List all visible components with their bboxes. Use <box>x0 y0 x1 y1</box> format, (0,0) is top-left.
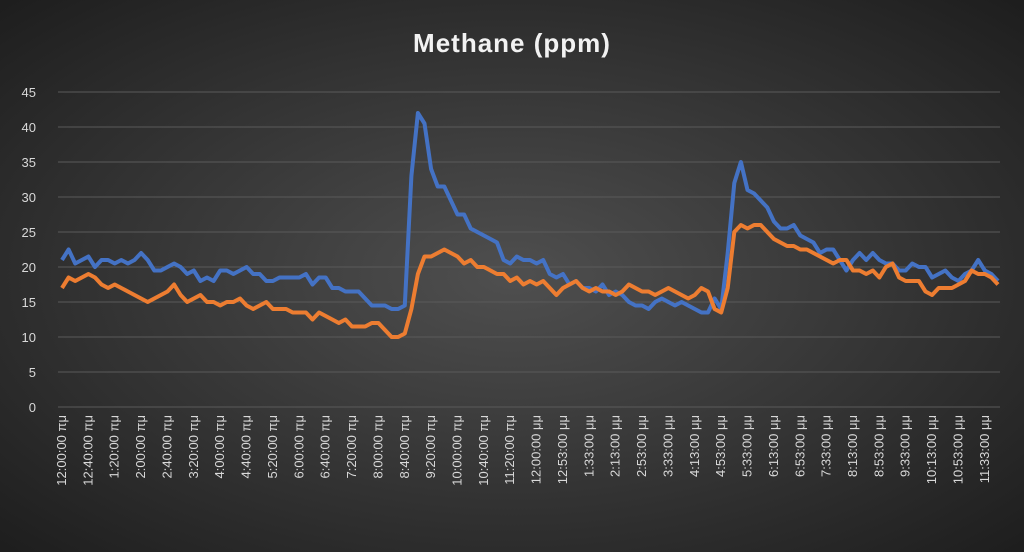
x-tick-label: 10:40:00 πμ <box>476 415 491 486</box>
x-tick-label: 12:53:00 μμ <box>555 415 570 484</box>
x-tick-label: 8:13:00 μμ <box>845 415 860 477</box>
x-tick-label: 5:33:00 μμ <box>740 415 755 477</box>
x-tick-label: 8:00:00 πμ <box>370 415 385 478</box>
x-tick-label: 2:53:00 μμ <box>634 415 649 477</box>
x-tick-label: 1:20:00 πμ <box>107 415 122 478</box>
y-tick-label: 20 <box>22 260 36 275</box>
x-tick-label: 2:13:00 μμ <box>608 415 623 477</box>
x-tick-label: 10:00:00 πμ <box>449 415 464 486</box>
x-tick-label: 9:20:00 πμ <box>423 415 438 478</box>
series-line <box>60 111 1000 315</box>
x-tick-label: 10:53:00 μμ <box>950 415 965 484</box>
x-tick-label: 3:33:00 μμ <box>660 415 675 477</box>
x-tick-label: 2:40:00 πμ <box>159 415 174 478</box>
x-tick-label: 7:33:00 μμ <box>819 415 834 477</box>
y-tick-label: 0 <box>29 400 36 415</box>
y-tick-label: 40 <box>22 120 36 135</box>
x-tick-label: 4:13:00 μμ <box>687 415 702 477</box>
x-tick-label: 12:00:00 πμ <box>54 415 69 486</box>
x-tick-label: 12:00:00 μμ <box>529 415 544 484</box>
y-tick-label: 45 <box>22 85 36 100</box>
series-line <box>60 223 1000 339</box>
x-tick-label: 4:40:00 πμ <box>239 415 254 478</box>
x-tick-label: 8:53:00 μμ <box>871 415 886 477</box>
x-tick-label: 4:53:00 μμ <box>713 415 728 477</box>
x-tick-label: 11:33:00 μμ <box>977 415 992 483</box>
x-tick-label: 6:53:00 μμ <box>792 415 807 477</box>
x-tick-label: 4:00:00 πμ <box>212 415 227 478</box>
x-tick-label: 6:40:00 πμ <box>318 415 333 478</box>
y-tick-label: 15 <box>22 295 36 310</box>
y-tick-label: 25 <box>22 225 36 240</box>
x-tick-label: 11:20:00 πμ <box>502 415 517 485</box>
x-tick-label: 12:40:00 πμ <box>80 415 95 486</box>
y-tick-label: 35 <box>22 155 36 170</box>
x-tick-label: 6:00:00 πμ <box>291 415 306 478</box>
y-tick-label: 5 <box>29 365 36 380</box>
x-tick-label: 8:40:00 πμ <box>397 415 412 478</box>
x-tick-label: 3:20:00 πμ <box>186 415 201 478</box>
y-tick-label: 10 <box>22 330 36 345</box>
x-tick-label: 7:20:00 πμ <box>344 415 359 478</box>
x-tick-label: 9:33:00 μμ <box>898 415 913 477</box>
chart-title: Methane (ppm) <box>413 28 611 58</box>
x-tick-label: 5:20:00 πμ <box>265 415 280 478</box>
y-tick-label: 30 <box>22 190 36 205</box>
x-tick-label: 6:13:00 μμ <box>766 415 781 477</box>
x-tick-label: 2:00:00 πμ <box>133 415 148 478</box>
x-tick-label: 1:33:00 μμ <box>581 415 596 477</box>
x-tick-label: 10:13:00 μμ <box>924 415 939 484</box>
